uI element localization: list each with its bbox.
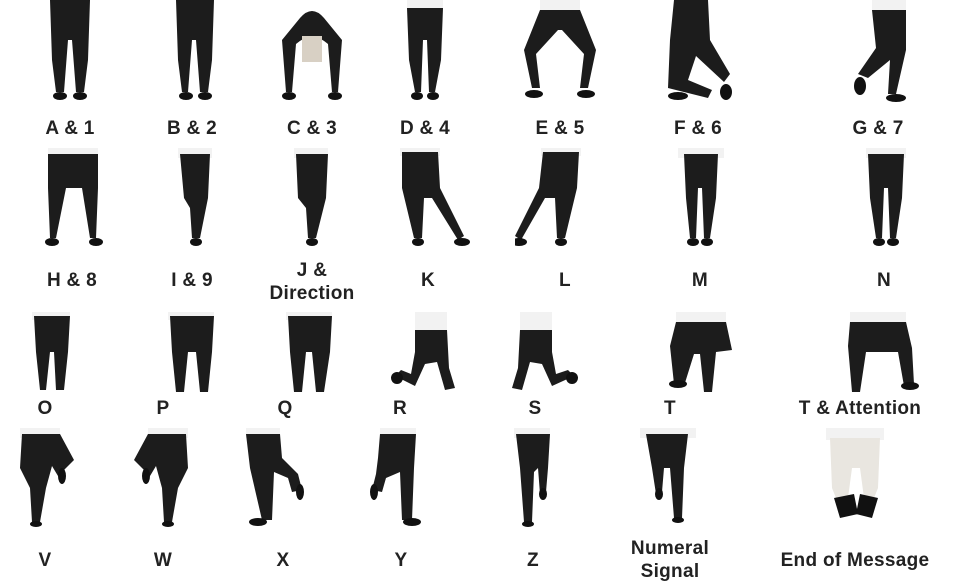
label-b2: B & 2 [166,118,218,139]
legs-figure-icon [848,312,919,392]
label-z: Z [527,550,539,571]
label-v: V [38,550,52,571]
label-j: J & [296,260,328,281]
pose-c3: C & 3 [262,0,362,140]
pose-i9: I & 9 [142,148,242,298]
legs-figure-icon [678,148,724,246]
pose-v: V [0,428,90,578]
label-h8: H & 8 [46,270,98,291]
pose-a1: A & 1 [20,0,120,140]
label-t: T [664,398,676,419]
legs-figure-icon [294,148,328,246]
legs-figure-icon [178,148,212,246]
label-numeral: Numeral [630,538,710,559]
label-l: L [559,270,571,291]
pose-s: S [490,312,580,422]
legs-figure-icon [407,0,443,100]
legs-figure-icon [246,428,304,526]
legs-figure-icon [134,428,188,527]
pose-h8: H & 8 [22,148,122,298]
legs-figure-icon [50,0,90,100]
pose-l: L [515,148,615,298]
legs-figure-icon [32,312,70,390]
legs-figure-icon [400,148,470,246]
label-e5: E & 5 [535,118,585,139]
legs-figure-icon [826,428,884,518]
legs-figure-icon [286,312,332,392]
legs-figure-icon [176,0,214,100]
legs-figure-icon [524,0,596,98]
pose-n: N [834,148,934,298]
pose-o: O [0,312,90,422]
pose-x: X [238,428,328,578]
label-p: P [156,398,170,419]
label-k: K [420,270,436,291]
pose-t-attention: T & Attention [770,312,950,422]
pose-k: K [378,148,478,298]
legs-figure-icon [514,428,550,527]
label-f6: F & 6 [674,118,722,139]
label-i9: I & 9 [171,270,213,291]
label-r: R [392,398,408,419]
pose-r: R [355,312,455,422]
pose-j: J & Direction [262,148,362,308]
pose-end-of-message: End of Message [760,428,950,578]
legs-figure-icon [854,0,906,102]
legs-figure-icon [669,312,732,392]
label-n: N [876,270,892,291]
label-o: O [37,398,53,419]
legs-figure-icon [168,312,214,392]
label-j-direction: Direction [269,283,355,304]
label-signal: Signal [640,561,700,582]
label-d4: D & 4 [399,118,451,139]
legs-figure-icon [282,11,342,100]
pose-g7: G & 7 [828,0,928,140]
legs-figure-icon [668,0,732,100]
pose-m: M [650,148,750,298]
pose-f6: F & 6 [648,0,748,140]
label-q: Q [277,398,293,419]
label-s: S [528,398,542,419]
pose-t: T [620,312,732,422]
legs-figure-icon [370,428,421,526]
pose-d4: D & 4 [375,0,475,140]
label-c3: C & 3 [286,118,338,139]
label-end-of-message: End of Message [780,550,930,571]
legs-figure-icon [45,148,103,246]
legs-figure-icon [515,148,581,246]
legs-figure-icon [20,428,74,527]
pose-p: P [118,312,214,422]
label-t-attention: T & Attention [798,398,922,419]
pose-z: Z [488,428,578,578]
pose-q: Q [240,312,332,422]
legs-figure-icon [640,428,696,523]
pose-numeral-signal: Numeral Signal [610,428,730,587]
legs-figure-icon [391,312,455,390]
label-x: X [276,550,290,571]
pose-y: Y [356,428,446,578]
legs-figure-icon [866,148,906,246]
pose-e5: E & 5 [510,0,610,140]
pose-w: W [118,428,208,578]
legs-figure-icon [512,312,578,390]
label-g7: G & 7 [852,118,904,139]
label-w: W [153,550,173,571]
label-y: Y [394,550,408,571]
pose-b2: B & 2 [142,0,242,140]
label-m: M [691,270,709,291]
label-a1: A & 1 [45,118,95,139]
